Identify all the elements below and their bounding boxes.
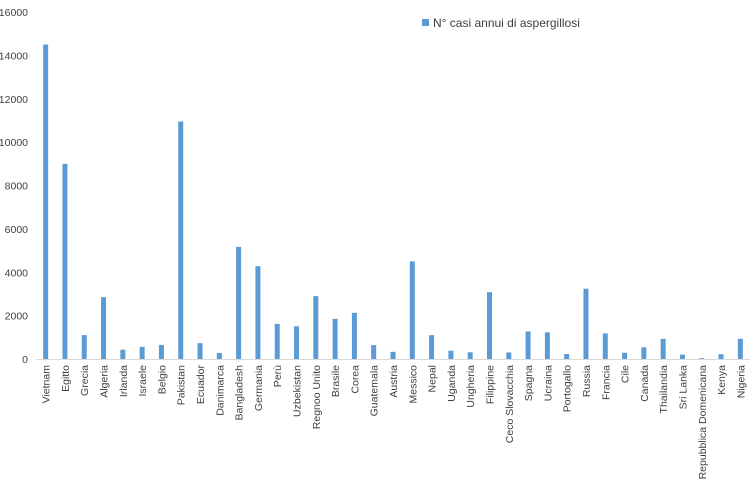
bars-group — [43, 44, 743, 360]
bar — [101, 297, 107, 359]
bar — [371, 345, 377, 359]
bar — [544, 332, 550, 359]
bar — [718, 354, 724, 359]
x-category-label: Repubblica Domenicana — [697, 365, 709, 480]
x-category-label: Belgio — [156, 365, 168, 394]
bar — [737, 338, 743, 359]
y-tick-label: 0 — [22, 354, 28, 366]
bar — [660, 338, 666, 359]
x-category-label: Germania — [253, 365, 265, 411]
x-category-label: Kenya — [716, 365, 728, 395]
bar — [506, 352, 512, 359]
bar — [699, 358, 705, 359]
x-category-label: Ecuador — [195, 364, 207, 404]
bar — [429, 335, 435, 359]
x-category-label: Irlanda — [118, 365, 130, 397]
bar — [486, 292, 492, 359]
x-category-label: Nigeria — [735, 365, 747, 398]
bar — [178, 121, 184, 360]
y-tick-label: 12000 — [0, 94, 28, 106]
x-category-label: Cile — [620, 365, 632, 383]
bar — [448, 350, 454, 359]
y-tick-label: 2000 — [5, 311, 29, 323]
x-category-label: Bangladesh — [234, 365, 246, 421]
bar — [197, 343, 203, 359]
bar — [139, 346, 145, 359]
y-tick-label: 4000 — [5, 267, 29, 279]
bar — [216, 352, 222, 359]
y-tick-label: 16000 — [0, 7, 28, 19]
x-category-label: Grecia — [79, 365, 91, 396]
y-axis-tick-labels: 0 2000 4000 6000 8000 10000 12000 14000 16000 — [0, 7, 28, 366]
bar — [602, 333, 608, 359]
x-category-label: Nepal — [427, 365, 439, 392]
x-category-label: Thailandia — [658, 365, 670, 414]
legend-label: N° casi annui di aspergillosi — [433, 16, 580, 30]
bar — [622, 352, 628, 359]
x-category-label: Guatemala — [369, 365, 381, 417]
x-category-label: Uganda — [446, 365, 458, 402]
y-tick-label: 6000 — [5, 224, 29, 236]
x-category-label: Pakistan — [176, 365, 188, 405]
x-category-label: Perù — [272, 365, 284, 387]
bar — [81, 335, 87, 359]
x-category-label: Francia — [600, 365, 612, 400]
x-category-label: Brasile — [330, 365, 342, 397]
bar — [583, 288, 589, 359]
y-tick-label: 10000 — [0, 137, 28, 149]
bar — [294, 326, 300, 359]
x-category-label: Ceco Slovacchia — [504, 365, 516, 443]
x-axis-category-labels: Vietnam Egitto Grecia Algeria Irlanda Israele… — [41, 364, 748, 479]
x-category-label: Ungheria — [465, 365, 477, 408]
bar — [351, 312, 357, 359]
legend: N° casi annui di aspergillosi — [422, 16, 580, 30]
bar — [409, 261, 415, 359]
bar — [274, 323, 280, 359]
x-category-label: Israele — [137, 365, 149, 397]
x-category-label: Filippine — [484, 365, 496, 404]
x-category-label: Egitto — [60, 365, 72, 392]
x-category-label: Regnoo Unito — [311, 365, 323, 429]
x-category-label: Russia — [581, 365, 593, 397]
y-tick-label: 14000 — [0, 50, 28, 62]
bar — [236, 246, 242, 359]
bar — [525, 331, 531, 359]
x-category-label: Danimarca — [214, 365, 226, 416]
bar — [120, 349, 126, 359]
x-category-label: Messico — [407, 365, 419, 404]
x-category-label: Corea — [349, 365, 361, 394]
bar — [62, 163, 68, 359]
x-category-label: Algeria — [99, 365, 111, 398]
bar — [679, 354, 685, 359]
bar — [641, 347, 647, 359]
x-category-label: Austria — [388, 365, 400, 398]
bar — [43, 44, 49, 359]
legend-swatch — [422, 19, 429, 26]
x-category-label: Sri Lanka — [677, 365, 689, 410]
bar — [564, 354, 570, 359]
bar — [255, 266, 261, 359]
bar — [158, 344, 164, 359]
x-category-label: Vietnam — [41, 365, 53, 404]
bar — [467, 352, 473, 359]
x-category-label: Portogallo — [562, 365, 574, 412]
bar — [390, 351, 396, 359]
x-category-label: Ucraina — [542, 365, 554, 401]
x-category-label: Uzbekistan — [292, 365, 304, 417]
bar — [313, 296, 319, 359]
x-category-label: Spagna — [523, 365, 535, 401]
y-tick-label: 8000 — [5, 181, 29, 193]
x-category-label: Canada — [639, 365, 651, 402]
bar — [332, 318, 338, 359]
